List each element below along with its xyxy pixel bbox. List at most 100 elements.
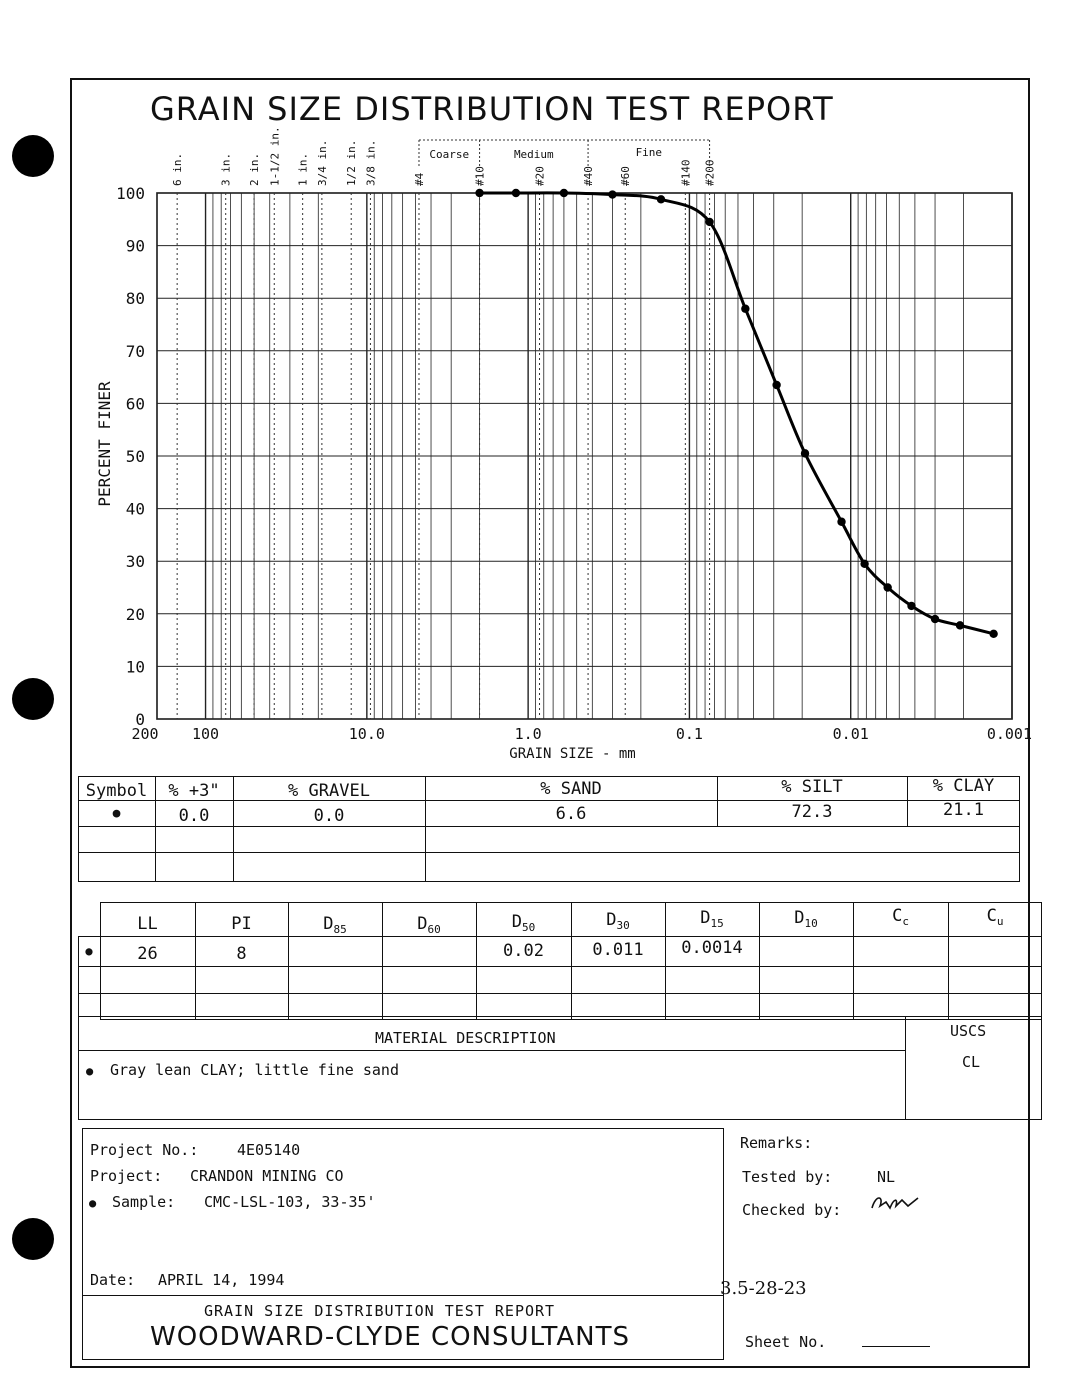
y-tick-label: 100 [116,184,145,203]
x-tick-label: 0.1 [676,725,703,743]
uscs-header: USCS [950,1022,987,1040]
y-tick-label: 50 [126,447,145,466]
y-tick-label: 70 [126,342,145,361]
data-point [511,188,521,198]
col-header-d15: D15 [700,908,724,930]
data-point [475,188,484,198]
col-header-sand: % SAND [540,779,602,799]
material-symbol: ● [86,1064,94,1078]
sieve-label: 1-1/2 in. [268,126,281,186]
col-header-symbol: Symbol [85,781,148,801]
remarks-label: Remarks: [740,1134,813,1152]
data-point [837,517,846,526]
sample-symbol: ● [89,1196,97,1210]
report-frame [70,78,1030,1368]
cell-sand: 6.6 [555,804,587,824]
tested-by-label: Tested by: [742,1168,833,1186]
col-header-pi: PI [231,914,252,934]
data-point [800,449,810,458]
col-header-clay: % CLAY [932,776,995,796]
col-header-d10: D10 [794,908,818,930]
sieve-label: #4 [413,172,426,186]
sand-band-label: Medium [514,148,554,161]
date-label: Date: [90,1271,136,1289]
data-point [955,621,965,630]
col-header-d60: D60 [417,914,441,936]
row-symbol: ● [112,806,121,821]
checker-signature [871,1197,919,1210]
data-point [559,188,569,198]
sand-band-label: Coarse [429,148,469,161]
punch-hole [12,678,54,720]
project-box [82,1128,724,1360]
material-table [78,1016,1042,1120]
cell-d15: 0.0014 [681,938,743,958]
col-header-cu: Cu [986,906,1004,928]
data-point [608,190,617,199]
y-tick-label: 30 [126,552,145,571]
sample-id: CMC-LSL-103, 33-35' [204,1193,376,1211]
data-point [656,195,666,204]
col-header-plus3: % +3" [168,781,220,801]
cell-d50: 0.02 [503,941,544,961]
y-tick-label: 60 [126,394,145,413]
data-point [883,583,892,592]
y-tick-label: 10 [126,657,145,676]
cell-d30: 0.011 [592,940,644,960]
sieve-label: 6 in. [171,153,184,186]
punch-hole [12,1218,54,1260]
col-header-ll: LL [137,914,158,934]
col-header-d85: D85 [323,914,347,936]
sieve-label: 3/8 in. [364,140,377,186]
sheet-no-line [862,1346,930,1347]
col-header-d50: D50 [511,912,536,934]
col-header-gravel: % GRAVEL [288,781,370,801]
data-point [860,559,869,569]
sieve-label: 2 in. [248,153,261,186]
project-label: Project: [90,1167,163,1185]
sieve-label: 3/4 in. [316,140,329,186]
sieve-label: #200 [704,160,717,187]
y-tick-label: 80 [126,289,145,308]
y-tick-label: 90 [126,237,145,256]
sand-band-label: Fine [636,146,663,159]
data-point [989,629,998,638]
document-stamp: 3.5-28-23 [720,1278,807,1299]
sieve-label: #140 [679,160,692,187]
punch-hole [12,135,54,177]
project-no-label: Project No.: [90,1141,199,1159]
sieve-label: #20 [534,166,547,186]
x-tick-label: 10.0 [349,725,385,743]
material-header: MATERIAL DESCRIPTION [375,1029,556,1047]
sieve-label: #40 [582,166,595,186]
row-symbol: ● [85,944,93,958]
firm-name: WOODWARD-CLYDE CONSULTANTS [150,1322,630,1352]
project-no: 4E05140 [237,1141,301,1159]
checked-by-label: Checked by: [742,1201,842,1219]
gradation-table [78,776,1020,882]
x-tick-label: 100 [192,725,219,743]
x-tick-label: 0.001 [987,725,1032,743]
gradation-curve [479,191,994,636]
data-point [741,304,750,313]
x-tick-label: 1.0 [515,725,542,743]
cell-plus3: 0.0 [178,806,210,826]
sieve-label: #60 [619,166,632,186]
material-description: Gray lean CLAY; little fine sand [110,1061,399,1079]
y-axis-label: PERCENT FINER [95,381,114,507]
project-name: CRANDON MINING CO [190,1167,344,1185]
sheet-no-label: Sheet No. [745,1333,827,1351]
x-tick-label: 200 [131,725,158,743]
footer-report-title: GRAIN SIZE DISTRIBUTION TEST REPORT [204,1302,556,1320]
cell-ll: 26 [137,944,158,964]
data-point [930,614,940,624]
sample-label: Sample: [112,1193,176,1211]
data-point [705,217,714,227]
y-tick-label: 40 [126,500,145,519]
date-value: APRIL 14, 1994 [158,1271,285,1289]
x-axis-label: GRAIN SIZE - mm [509,746,635,762]
cell-gravel: 0.0 [313,806,345,826]
sieve-label: #10 [474,166,487,186]
sieve-label: 1 in. [297,153,310,186]
